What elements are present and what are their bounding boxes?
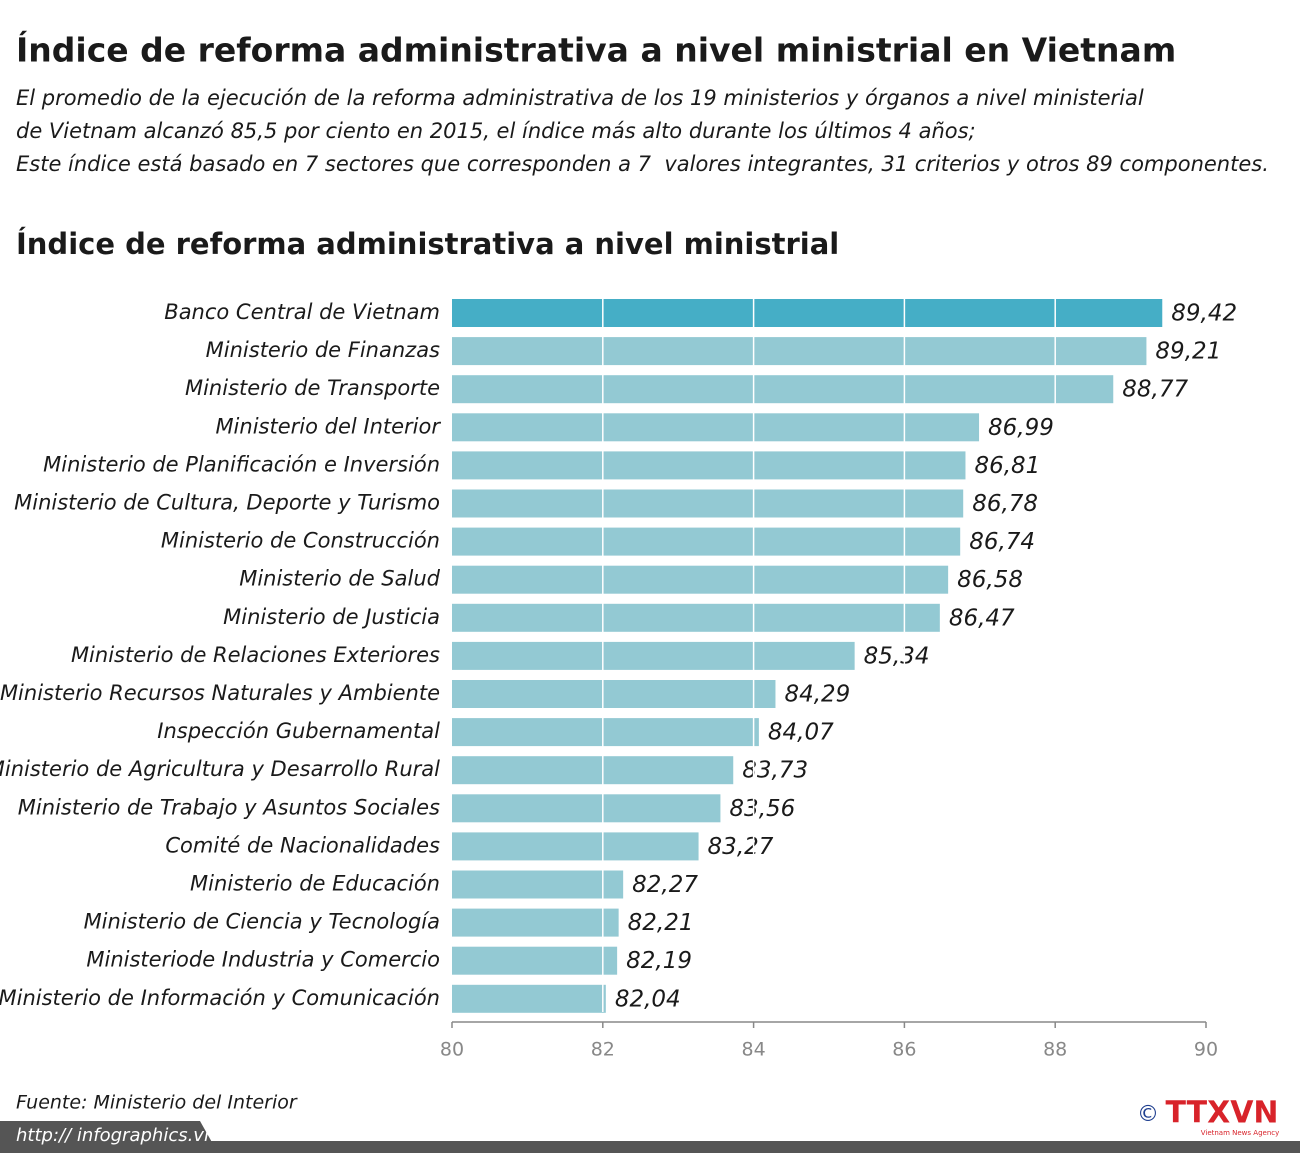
bar [452,984,606,1013]
value-label: 85,34 [864,643,930,669]
source: Fuente: Ministerio del Interior [16,1092,298,1114]
x-tick-label: 80 [440,1039,464,1061]
bar [452,413,980,442]
bar [452,832,699,861]
value-label: 86,47 [949,605,1015,631]
subtitle-line: de Vietnam alcanzó 85,5 por ciento en 20… [16,119,976,143]
category-label: Ministerio de Justicia [223,605,440,629]
url: http:// infographics.vn [16,1125,215,1146]
bar [452,527,961,556]
category-label: Ministerio Recursos Naturales y Ambiente [0,681,440,705]
value-label: 86,99 [988,415,1054,441]
category-label: Ministeriode Industria y Comercio [86,948,440,972]
value-label: 82,21 [628,910,694,936]
x-tick-label: 84 [742,1039,766,1061]
bar [452,489,964,518]
category-label: Inspección Gubernamental [157,719,440,743]
bar [452,641,855,670]
bar [452,794,721,823]
category-label: Ministerio de Ciencia y Tecnología [84,910,440,934]
bar [452,337,1147,366]
bar [452,756,734,785]
bar [452,946,618,975]
category-label: Ministerio de Información y Comunicación [0,986,440,1010]
category-label: Ministerio de Agricultura y Desarrollo R… [0,757,440,781]
bar [452,451,966,480]
value-label: 86,58 [957,567,1023,593]
value-label: 82,19 [626,948,692,974]
value-label: 84,29 [784,682,850,708]
category-label: Ministerio de Trabajo y Asuntos Sociales [18,795,440,819]
value-label: 86,81 [974,453,1040,479]
bar [452,299,1163,327]
category-label: Comité de Nacionalidades [165,833,440,857]
title: Índice de reforma administrativa a nivel… [16,30,1176,70]
bar [452,565,949,594]
url-tab [0,1121,218,1153]
value-label: 84,07 [768,720,834,746]
category-label: Ministerio del Interior [215,414,441,438]
subtitle-line: El promedio de la ejecución de la reform… [16,86,1144,110]
value-label: 86,78 [972,491,1038,517]
value-label: 86,74 [969,529,1035,555]
bar [452,718,759,747]
value-label: 83,27 [708,834,774,860]
x-tick-label: 88 [1043,1039,1067,1061]
category-label: Ministerio de Relaciones Exteriores [71,643,440,667]
value-label: 82,04 [615,986,681,1012]
category-label: Ministerio de Finanzas [206,338,440,362]
category-label: Ministerio de Educación [190,872,440,896]
category-label: Ministerio de Salud [239,567,440,591]
bar [452,680,776,708]
x-tick-label: 86 [892,1039,916,1061]
value-label: 89,21 [1155,339,1221,365]
category-label: Ministerio de Construcción [161,529,440,553]
category-label: Banco Central de Vietnam [164,300,440,324]
x-tick-label: 90 [1194,1039,1218,1061]
category-label: Ministerio de Cultura, Deporte y Turismo [14,491,440,515]
bar [452,375,1114,404]
value-label: 82,27 [632,872,698,898]
bar [452,908,619,937]
bar [452,603,940,632]
x-tick-label: 82 [591,1039,615,1061]
value-label: 88,77 [1122,377,1188,403]
logo-symbol: © [1137,1102,1159,1127]
footer-band [0,1141,1300,1153]
value-label: 83,56 [729,796,795,822]
subtitle-line: Este índice está basado en 7 sectores qu… [16,152,1269,176]
category-label: Ministerio de Transporte [185,376,440,400]
logo-tagline: Vietnam News Agency [1201,1129,1280,1137]
value-label: 83,73 [742,758,808,784]
logo-name: TTXVN [1165,1096,1278,1131]
chart-title: Índice de reforma administrativa a nivel… [16,227,839,261]
bar [452,870,624,899]
value-label: 89,42 [1171,301,1237,327]
category-label: Ministerio de Planificación e Inversión [43,452,440,476]
